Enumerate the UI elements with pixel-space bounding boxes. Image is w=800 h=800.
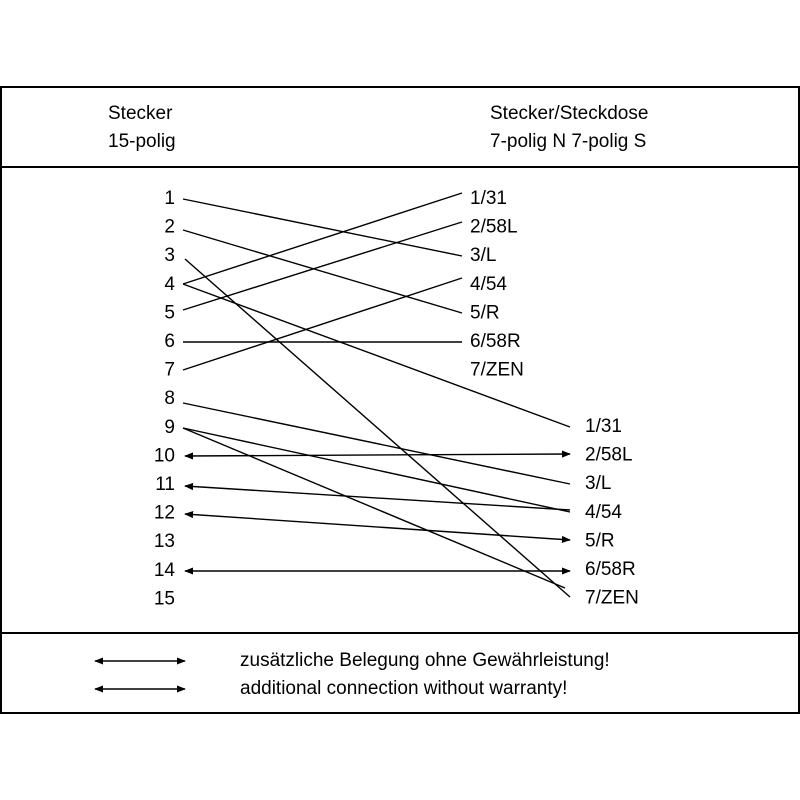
n-pin: 2/58L bbox=[470, 217, 518, 238]
s-pin: 4/54 bbox=[585, 502, 622, 523]
left-pin: 2 bbox=[164, 217, 175, 238]
n-pin: 3/L bbox=[470, 245, 496, 266]
n-pin: 1/31 bbox=[470, 188, 507, 209]
left-pin: 4 bbox=[164, 274, 175, 295]
footer-text: zusätzliche Belegung ohne Gewährleistung… bbox=[240, 650, 610, 671]
n-pin: 6/58R bbox=[470, 331, 521, 352]
s-pin: 1/31 bbox=[585, 416, 622, 437]
left-pin: 10 bbox=[154, 445, 175, 466]
s-pin: 7/ZEN bbox=[585, 588, 639, 609]
left-pin: 11 bbox=[155, 474, 175, 495]
wires bbox=[182, 192, 571, 598]
n-pin: 4/54 bbox=[470, 274, 507, 295]
s-pin: 2/58L bbox=[585, 445, 633, 466]
s-pin: 3/L bbox=[585, 473, 611, 494]
legend-arrows bbox=[94, 657, 186, 693]
left-pin: 9 bbox=[164, 417, 175, 438]
header-text: Stecker/Steckdose bbox=[490, 103, 648, 124]
header-text: 15-polig bbox=[108, 131, 176, 152]
left-pin: 14 bbox=[154, 560, 176, 581]
n-pin: 7/ZEN bbox=[470, 360, 524, 381]
footer-text: additional connection without warranty! bbox=[240, 678, 567, 699]
left-pin: 12 bbox=[154, 503, 175, 524]
s-pin: 6/58R bbox=[585, 559, 636, 580]
header-text: 7-polig N 7-polig S bbox=[490, 131, 646, 152]
left-pin: 1 bbox=[164, 188, 175, 209]
left-pin: 3 bbox=[164, 245, 175, 266]
left-pin: 6 bbox=[164, 331, 175, 352]
left-pin: 13 bbox=[154, 531, 175, 552]
header-text: Stecker bbox=[108, 103, 173, 124]
left-pin: 8 bbox=[164, 388, 175, 409]
left-pin: 15 bbox=[154, 588, 175, 609]
left-pin: 7 bbox=[164, 360, 175, 381]
n-pin: 5/R bbox=[470, 302, 500, 323]
frame bbox=[0, 86, 800, 714]
left-pin: 5 bbox=[164, 302, 175, 323]
s-pin: 5/R bbox=[585, 530, 615, 551]
